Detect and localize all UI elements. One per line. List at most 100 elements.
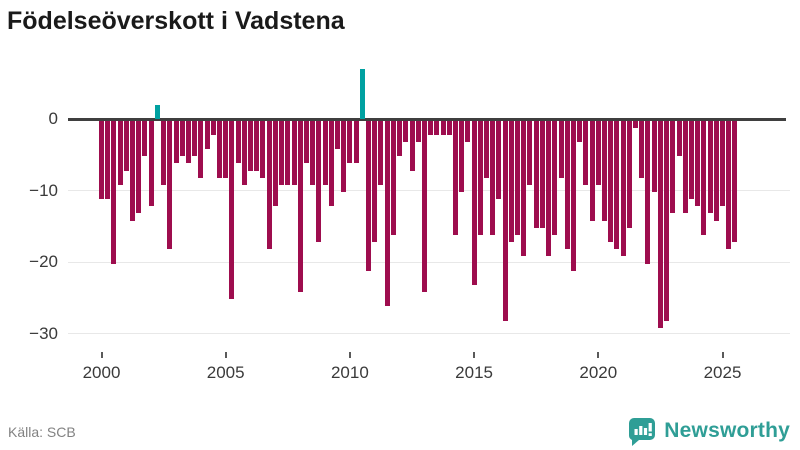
bar	[682, 120, 688, 214]
bar	[204, 120, 210, 150]
bar	[434, 120, 440, 135]
bar	[254, 120, 260, 171]
x-axis-tick-label: 2005	[206, 363, 245, 382]
bar	[136, 120, 142, 214]
x-axis-tick	[224, 352, 227, 358]
bar	[347, 120, 353, 164]
chart-title: Födelseöverskott i Vadstena	[7, 7, 345, 35]
bar	[99, 120, 104, 200]
bar	[490, 120, 496, 235]
bar	[564, 120, 570, 250]
bar	[657, 120, 663, 328]
bar	[676, 120, 682, 157]
bar	[421, 120, 427, 293]
bar	[639, 120, 645, 178]
bar	[508, 120, 514, 243]
bar	[248, 120, 254, 171]
bar	[216, 120, 222, 178]
bar	[688, 120, 694, 200]
bar	[496, 120, 502, 200]
bar	[366, 120, 372, 271]
bar	[235, 120, 241, 164]
bar	[726, 120, 732, 250]
bar	[334, 120, 340, 150]
bar	[701, 120, 707, 235]
bar	[465, 120, 471, 142]
newsworthy-wordmark: Newsworthy	[664, 419, 790, 442]
bar	[732, 120, 738, 243]
bar	[359, 68, 365, 119]
bar	[353, 120, 359, 164]
bar	[316, 120, 322, 243]
bar	[105, 120, 111, 200]
bar	[620, 120, 626, 257]
x-axis-tick	[721, 352, 724, 358]
x-axis-tick-label: 2000	[82, 363, 121, 382]
bar	[409, 120, 415, 171]
bar	[539, 120, 545, 228]
bar	[130, 120, 136, 221]
bar	[372, 120, 378, 243]
bar	[583, 120, 589, 185]
bar	[310, 120, 316, 185]
bar	[266, 120, 272, 250]
x-axis-tick	[348, 352, 351, 358]
bar	[608, 120, 614, 243]
newsworthy-bubble-icon	[629, 418, 656, 446]
bar	[378, 120, 384, 185]
bar	[515, 120, 521, 235]
bar	[142, 120, 148, 157]
bar	[521, 120, 527, 257]
bar	[341, 120, 347, 192]
x-axis-tick	[597, 352, 600, 358]
gridline	[68, 190, 790, 191]
bar	[272, 120, 278, 207]
bar	[415, 120, 421, 142]
y-axis-tick-label: −10	[29, 180, 58, 200]
bar	[614, 120, 620, 250]
bar	[241, 120, 247, 185]
gridline	[68, 333, 790, 334]
bar	[397, 120, 403, 157]
x-axis-tick-label: 2020	[579, 363, 618, 382]
bar	[633, 120, 639, 128]
bar	[161, 120, 167, 185]
bar	[502, 120, 508, 321]
x-axis-tick	[100, 352, 103, 358]
bar	[602, 120, 607, 221]
bar	[664, 120, 670, 321]
bar	[651, 120, 657, 192]
bar	[546, 120, 552, 257]
bar	[440, 120, 446, 135]
bar	[185, 120, 191, 164]
bar	[670, 120, 676, 214]
plot-area	[68, 60, 790, 345]
bar	[223, 120, 229, 178]
y-axis-tick-label: −30	[29, 323, 58, 343]
bar	[403, 120, 409, 142]
bar	[452, 120, 458, 235]
x-axis-tick-label: 2015	[455, 363, 493, 382]
y-axis-tick-label: −20	[29, 252, 58, 271]
newsworthy-logo[interactable]: Newsworthy	[627, 416, 790, 446]
x-axis-tick-label: 2010	[330, 363, 369, 382]
bar	[459, 120, 465, 192]
bar	[570, 120, 576, 271]
bar	[148, 120, 154, 207]
bar	[328, 120, 334, 207]
bar	[123, 120, 129, 171]
bar	[179, 120, 185, 157]
bar	[446, 120, 452, 135]
bar	[626, 120, 632, 228]
bar	[577, 120, 583, 142]
bar	[198, 120, 204, 178]
bar	[173, 120, 179, 164]
gridline	[68, 261, 790, 263]
bar	[167, 120, 173, 250]
bar	[192, 120, 198, 157]
bar	[713, 120, 719, 221]
x-axis-tick-label: 2025	[703, 363, 742, 382]
bar	[707, 120, 713, 214]
bar	[645, 120, 651, 264]
